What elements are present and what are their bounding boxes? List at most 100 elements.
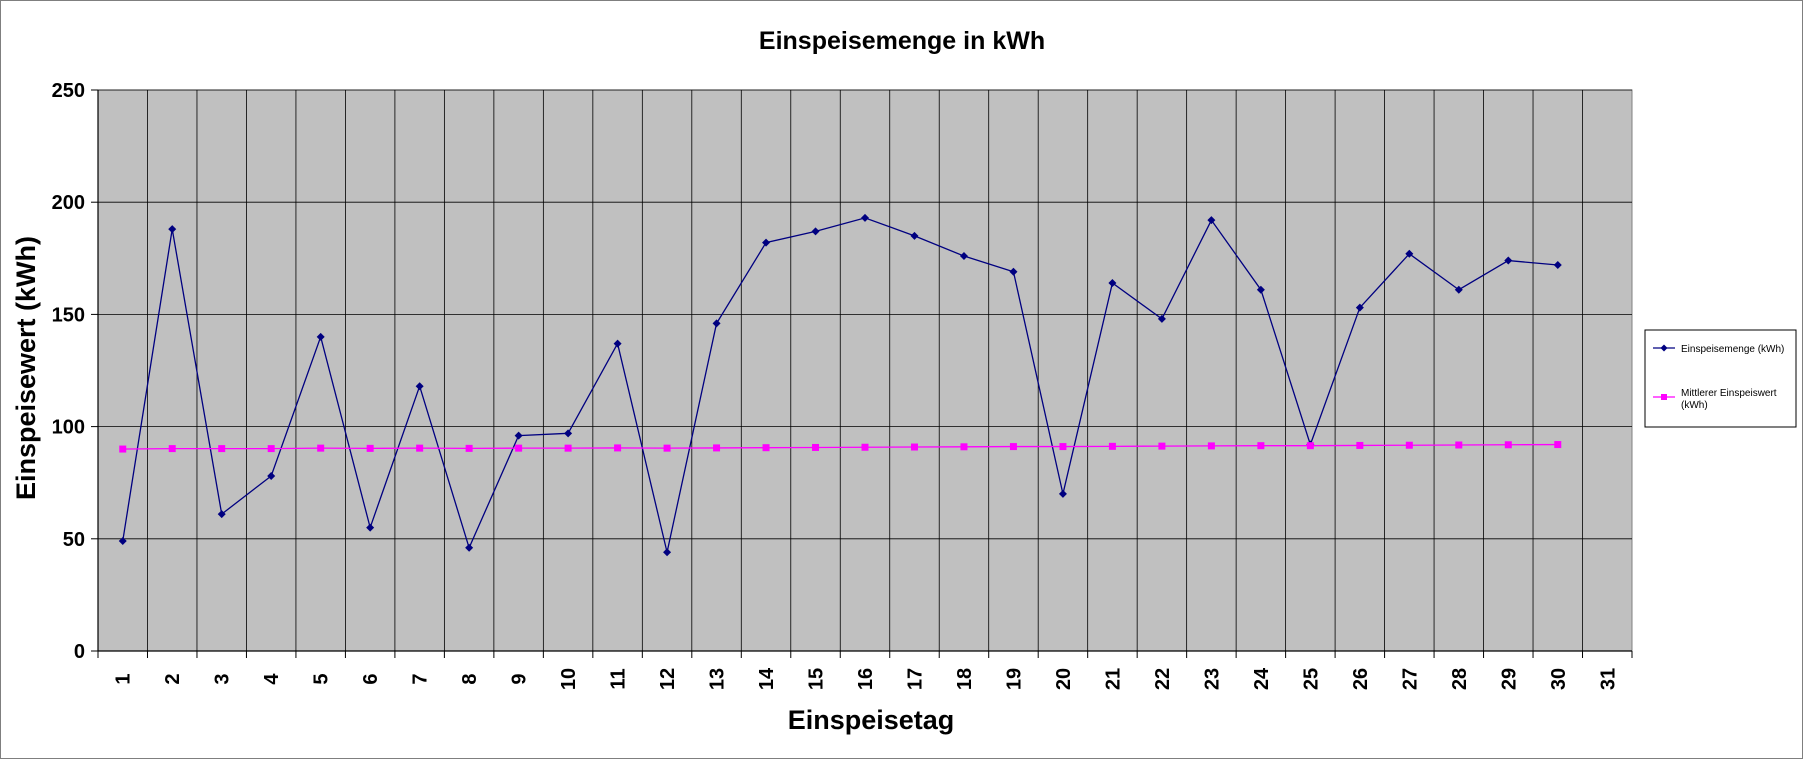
- data-point-square: [1108, 442, 1116, 450]
- legend-marker-square: [1661, 394, 1667, 400]
- legend-box: [1644, 329, 1797, 428]
- data-point-square: [168, 445, 176, 453]
- x-tick-label: 20: [1053, 668, 1075, 690]
- x-tick-label: 23: [1201, 668, 1223, 690]
- data-point-square: [1059, 443, 1067, 451]
- data-point-square: [1257, 442, 1265, 450]
- x-tick-label: 22: [1152, 668, 1174, 690]
- data-point-square: [564, 444, 572, 452]
- y-tick-label: 200: [52, 192, 85, 214]
- data-point-diamond: [910, 231, 919, 240]
- data-point-diamond: [1157, 314, 1166, 323]
- data-point-square: [1504, 441, 1512, 449]
- data-point-square: [1356, 441, 1364, 449]
- data-point-diamond: [1108, 278, 1117, 287]
- x-tick-label: 16: [855, 668, 877, 690]
- x-tick-label: 9: [509, 673, 531, 684]
- data-point-square: [713, 444, 721, 452]
- data-point-square: [1207, 442, 1215, 450]
- x-tick-label: 29: [1498, 668, 1520, 690]
- x-tick-label: 11: [608, 668, 630, 689]
- x-tick-label: 24: [1251, 667, 1273, 690]
- x-tick-label: 4: [261, 673, 283, 685]
- x-tick-label: 8: [459, 673, 481, 684]
- data-point-square: [960, 443, 968, 451]
- data-point-diamond: [1207, 216, 1216, 225]
- data-point-diamond: [811, 227, 820, 236]
- data-point-square: [614, 444, 622, 452]
- chart-title: Einspeisemenge in kWh: [759, 27, 1045, 55]
- data-point-diamond: [1355, 303, 1364, 312]
- x-tick-label: 12: [657, 668, 679, 690]
- data-point-square: [1158, 442, 1166, 450]
- data-point-diamond: [959, 252, 968, 261]
- x-tick-label: 15: [806, 668, 828, 690]
- data-point-diamond: [217, 510, 226, 519]
- y-tick-label: 0: [74, 641, 85, 663]
- data-point-diamond: [564, 429, 573, 438]
- data-point-square: [1405, 441, 1413, 449]
- data-point-diamond: [1256, 285, 1265, 294]
- x-tick-label: 3: [212, 673, 234, 684]
- data-point-diamond: [267, 471, 276, 480]
- x-tick-label: 25: [1300, 668, 1322, 690]
- x-tick-label: 1: [113, 673, 135, 684]
- data-point-diamond: [316, 332, 325, 341]
- plot-area: [97, 89, 1633, 652]
- data-point-diamond: [366, 523, 375, 532]
- x-tick-label: 13: [707, 668, 729, 690]
- data-point-diamond: [118, 537, 127, 546]
- data-point-diamond: [1553, 261, 1562, 270]
- series-line-2: [122, 443, 1558, 450]
- x-tick-label: 30: [1548, 668, 1570, 690]
- x-tick-label: 6: [360, 673, 382, 684]
- legend-entry-1: Einspeisemenge (kWh): [1681, 344, 1784, 355]
- data-point-square: [119, 445, 127, 453]
- data-point-diamond: [1504, 256, 1513, 265]
- y-tick-label: 150: [52, 304, 85, 326]
- legend-entry-2: Mittlerer Einspeiswert (kWh): [1681, 388, 1777, 411]
- x-tick-label: 5: [311, 673, 333, 684]
- x-tick-label: 7: [410, 673, 432, 684]
- legend-marker-diamond: [1660, 344, 1668, 352]
- data-point-diamond: [1058, 489, 1067, 498]
- data-point-diamond: [1009, 267, 1018, 276]
- data-point-square: [861, 443, 869, 451]
- data-point-diamond: [415, 382, 424, 391]
- x-tick-label: 17: [904, 668, 926, 690]
- data-point-square: [1306, 442, 1314, 450]
- data-point-square: [1554, 441, 1562, 449]
- series-line-1: [122, 217, 1558, 553]
- data-point-square: [910, 443, 918, 451]
- x-tick-label: 18: [954, 668, 976, 690]
- y-tick-label: 100: [52, 417, 85, 439]
- data-point-square: [416, 444, 424, 452]
- data-point-diamond: [514, 431, 523, 440]
- data-point-diamond: [613, 339, 622, 348]
- data-point-diamond: [663, 548, 672, 557]
- data-point-square: [218, 445, 226, 453]
- data-point-square: [267, 445, 275, 453]
- y-tick-label: 50: [63, 529, 85, 551]
- x-tick-label: 31: [1597, 668, 1619, 690]
- x-tick-label: 21: [1102, 668, 1124, 690]
- x-tick-label: 27: [1399, 668, 1421, 690]
- data-point-square: [515, 444, 523, 452]
- data-point-diamond: [1405, 249, 1414, 258]
- data-point-diamond: [465, 543, 474, 552]
- data-point-square: [1455, 441, 1463, 449]
- x-tick-label: 2: [162, 673, 184, 684]
- data-point-diamond: [168, 225, 177, 234]
- x-tick-label: 28: [1449, 668, 1471, 690]
- x-tick-label: 26: [1350, 668, 1372, 690]
- x-axis-label: Einspeisetag: [788, 705, 955, 735]
- data-point-square: [366, 444, 374, 452]
- data-point-diamond: [712, 319, 721, 328]
- data-point-diamond: [861, 213, 869, 222]
- data-point-diamond: [1454, 285, 1463, 294]
- x-tick-label: 10: [558, 668, 580, 690]
- data-point-square: [317, 444, 325, 452]
- data-point-square: [663, 444, 671, 452]
